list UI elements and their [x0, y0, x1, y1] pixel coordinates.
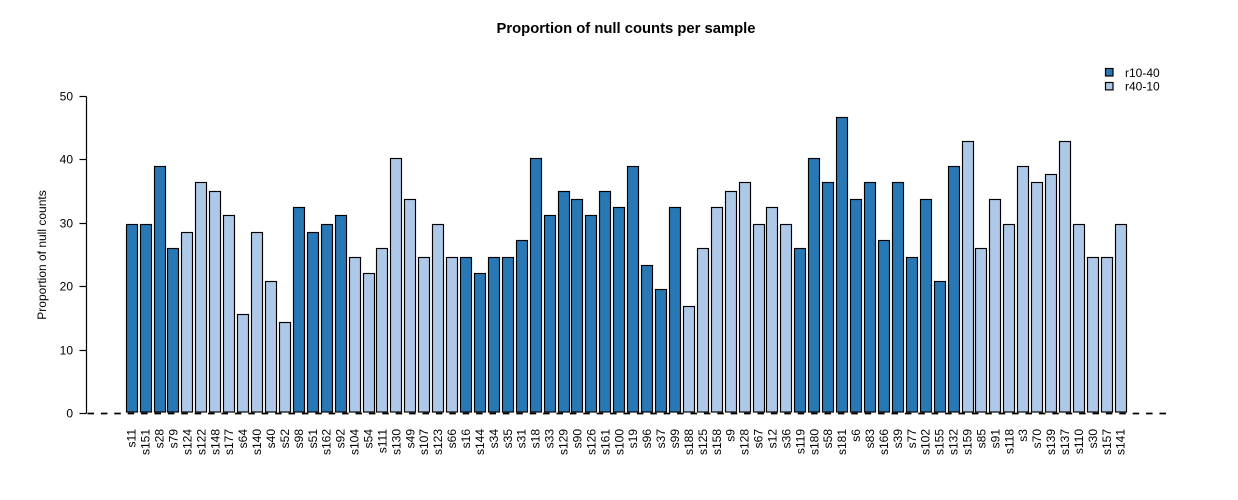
svg-text:s166: s166 — [877, 429, 891, 455]
svg-text:s70: s70 — [1030, 429, 1044, 449]
svg-text:s107: s107 — [417, 429, 431, 455]
svg-text:s92: s92 — [334, 429, 348, 449]
svg-text:s6: s6 — [849, 429, 863, 442]
svg-text:s158: s158 — [710, 429, 724, 455]
svg-text:s110: s110 — [1072, 429, 1086, 454]
svg-text:s151: s151 — [139, 429, 153, 455]
svg-text:s90: s90 — [570, 429, 584, 449]
svg-text:s100: s100 — [612, 429, 626, 455]
svg-text:s129: s129 — [557, 429, 571, 455]
svg-text:s12: s12 — [765, 429, 779, 449]
svg-text:s39: s39 — [891, 429, 905, 449]
svg-text:s67: s67 — [752, 429, 766, 449]
svg-text:s3: s3 — [1016, 429, 1030, 442]
svg-text:s140: s140 — [250, 429, 264, 455]
svg-text:s64: s64 — [236, 429, 250, 449]
svg-text:10: 10 — [60, 344, 74, 358]
svg-text:s122: s122 — [194, 429, 208, 455]
svg-text:s28: s28 — [153, 429, 167, 449]
svg-text:Proportion of null counts: Proportion of null counts — [35, 190, 49, 319]
svg-text:s144: s144 — [473, 429, 487, 455]
svg-text:s96: s96 — [640, 429, 654, 449]
svg-text:s132: s132 — [947, 429, 961, 455]
svg-text:s128: s128 — [738, 429, 752, 455]
svg-text:s159: s159 — [961, 429, 975, 455]
svg-text:s36: s36 — [779, 429, 793, 449]
svg-text:s85: s85 — [974, 429, 988, 449]
svg-text:s16: s16 — [459, 429, 473, 449]
svg-text:r40-10: r40-10 — [1125, 80, 1160, 94]
svg-text:s155: s155 — [933, 429, 947, 455]
svg-text:s148: s148 — [208, 429, 222, 455]
svg-text:s19: s19 — [626, 429, 640, 449]
svg-text:s79: s79 — [166, 429, 180, 449]
svg-text:s40: s40 — [264, 429, 278, 449]
svg-text:s98: s98 — [292, 429, 306, 449]
svg-text:s188: s188 — [682, 429, 696, 455]
svg-text:s137: s137 — [1058, 429, 1072, 455]
svg-text:s77: s77 — [905, 429, 919, 449]
svg-text:s126: s126 — [584, 429, 598, 455]
svg-text:0: 0 — [66, 407, 73, 421]
svg-text:s162: s162 — [320, 429, 334, 455]
svg-text:s54: s54 — [362, 429, 376, 449]
svg-text:s141: s141 — [1114, 429, 1128, 455]
svg-text:s91: s91 — [988, 429, 1002, 449]
svg-text:s111: s111 — [375, 429, 389, 454]
svg-text:s177: s177 — [222, 429, 236, 455]
svg-text:s83: s83 — [863, 429, 877, 449]
svg-text:s123: s123 — [431, 429, 445, 455]
svg-text:s51: s51 — [306, 429, 320, 449]
svg-text:s66: s66 — [445, 429, 459, 449]
svg-text:s119: s119 — [793, 429, 807, 454]
svg-text:s102: s102 — [919, 429, 933, 455]
svg-text:s52: s52 — [278, 429, 292, 449]
svg-text:s18: s18 — [529, 429, 543, 449]
svg-text:s180: s180 — [807, 429, 821, 455]
svg-text:Proportion of null counts per: Proportion of null counts per sample — [497, 21, 756, 37]
svg-text:s35: s35 — [501, 429, 515, 449]
svg-text:s37: s37 — [654, 429, 668, 449]
svg-text:s9: s9 — [724, 429, 738, 442]
svg-text:s99: s99 — [668, 429, 682, 449]
svg-text:s104: s104 — [348, 429, 362, 455]
svg-text:s118: s118 — [1002, 429, 1016, 454]
svg-text:s33: s33 — [543, 429, 557, 449]
svg-text:s161: s161 — [598, 429, 612, 455]
svg-text:50: 50 — [60, 90, 74, 104]
svg-text:s130: s130 — [389, 429, 403, 455]
svg-text:s30: s30 — [1086, 429, 1100, 449]
svg-text:20: 20 — [60, 280, 74, 294]
svg-text:40: 40 — [60, 153, 74, 167]
svg-text:s49: s49 — [403, 429, 417, 449]
svg-text:s139: s139 — [1044, 429, 1058, 455]
svg-text:30: 30 — [60, 217, 74, 231]
svg-text:s157: s157 — [1100, 429, 1114, 455]
svg-text:s124: s124 — [180, 429, 194, 455]
svg-text:s11: s11 — [125, 429, 139, 448]
svg-text:s34: s34 — [487, 429, 501, 449]
svg-text:s31: s31 — [515, 429, 529, 449]
svg-text:s181: s181 — [835, 429, 849, 455]
svg-text:s125: s125 — [696, 429, 710, 455]
svg-text:r10-40: r10-40 — [1125, 66, 1160, 80]
svg-text:s58: s58 — [821, 429, 835, 449]
